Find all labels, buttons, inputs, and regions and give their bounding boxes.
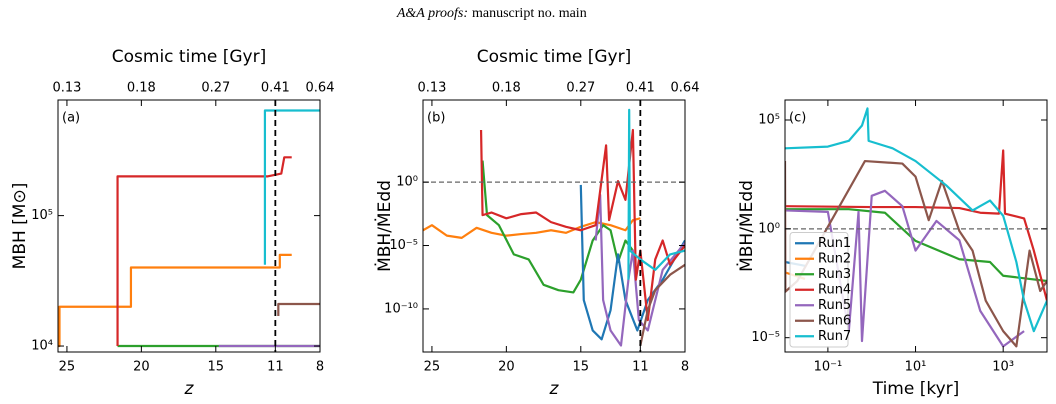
y-axis-title: ṀBH/ṀEdd: [736, 180, 757, 272]
series-line: [785, 107, 1047, 333]
y-tick-label: 10⁵: [758, 113, 780, 128]
x-tick-label: 11: [632, 360, 649, 375]
panel: 25 20 15 11 8 0.13 0.18 0.27 0.41 0.64 10⁰ 10⁻⁵ 10⁻¹…: [374, 47, 699, 399]
series-line: [423, 217, 641, 239]
series-line: [785, 208, 1047, 283]
x-tick-label: 10³: [992, 360, 1014, 375]
x-tick-label: 20: [133, 360, 150, 375]
series-line: [639, 263, 685, 346]
panel-label: (c): [789, 111, 806, 126]
plot-frame: [57, 99, 321, 353]
legend-label: Run5: [818, 298, 851, 313]
series-line: [785, 189, 1025, 348]
legend-label: Run2: [818, 251, 851, 266]
x-axis-title: z: [549, 379, 560, 399]
legend-label: Run3: [818, 267, 851, 282]
x-tick-label: 11: [267, 360, 284, 375]
plot-frame: [422, 99, 686, 353]
x-tick-label: 25: [424, 360, 441, 375]
plot-area: [58, 109, 320, 348]
x2-tick-label: 0.64: [306, 81, 335, 96]
panel: 10⁻¹ 10¹ 10³ 10⁻⁵ 10⁰ 10⁵ Time [kyr] ṀBH/ṀEdd (c…: [736, 99, 1048, 399]
x2-tick-label: 0.18: [127, 81, 156, 96]
x2-tick-label: 0.27: [201, 81, 230, 96]
header-journal: A&A proofs:: [396, 6, 468, 21]
x-tick-label: 25: [59, 360, 76, 375]
x-tick-label: 15: [573, 360, 590, 375]
x2-tick-label: 0.64: [671, 81, 700, 96]
legend-label: Run4: [818, 282, 851, 297]
y-tick-label: 10⁰: [396, 175, 418, 190]
x2-tick-label: 0.18: [492, 81, 521, 96]
series-line: [481, 160, 634, 294]
x2-tick-label: 0.41: [626, 81, 655, 96]
series-line: [58, 253, 292, 348]
x2-tick-label: 0.27: [566, 81, 595, 96]
y-tick-label: 10⁰: [758, 221, 780, 236]
y-axis-title: MBH [M⊙]: [10, 183, 30, 270]
x-tick-label: 20: [498, 360, 515, 375]
x-tick-label: 8: [316, 360, 324, 375]
x2-tick-label: 0.13: [52, 81, 81, 96]
legend-label: Run1: [818, 236, 851, 251]
series-line: [263, 109, 320, 265]
plot-area: [423, 108, 685, 347]
legend-box: [789, 232, 849, 348]
legend-label: Run6: [818, 313, 851, 328]
x-tick-label: 15: [208, 360, 225, 375]
y-tick-label: 10⁴: [31, 339, 53, 354]
x-tick-label: 10¹: [905, 360, 927, 375]
y-tick-label: 10⁻⁵: [751, 330, 780, 345]
header-manuscript: manuscript no. main: [472, 6, 587, 21]
series-line: [579, 184, 685, 341]
series-line: [627, 108, 685, 280]
y-tick-label: 10⁻⁵: [389, 238, 418, 253]
panel-label: (a): [62, 111, 80, 126]
y-tick-label: 10⁵: [31, 208, 53, 223]
y-axis-title: ṀBH/ṀEdd: [374, 180, 395, 272]
x2-tick-label: 0.41: [261, 81, 290, 96]
x-axis-title: Time [kyr]: [872, 379, 960, 399]
x-axis-title: z: [184, 379, 195, 399]
legend-label: Run7: [818, 329, 851, 344]
x2-axis-title: Cosmic time [Gyr]: [477, 47, 631, 67]
x-tick-label: 10⁻¹: [814, 360, 843, 375]
x-tick-label: 8: [681, 360, 689, 375]
panel: 25 20 15 11 8 0.13 0.18 0.27 0.41 0.64 10⁴ 10⁵ Cosmi…: [10, 47, 334, 399]
panel-label: (b): [427, 111, 445, 126]
y-tick-label: 10⁻¹⁰: [384, 301, 418, 316]
x2-axis-title: Cosmic time [Gyr]: [112, 47, 266, 67]
x2-tick-label: 0.13: [417, 81, 446, 96]
series-line: [277, 302, 320, 316]
